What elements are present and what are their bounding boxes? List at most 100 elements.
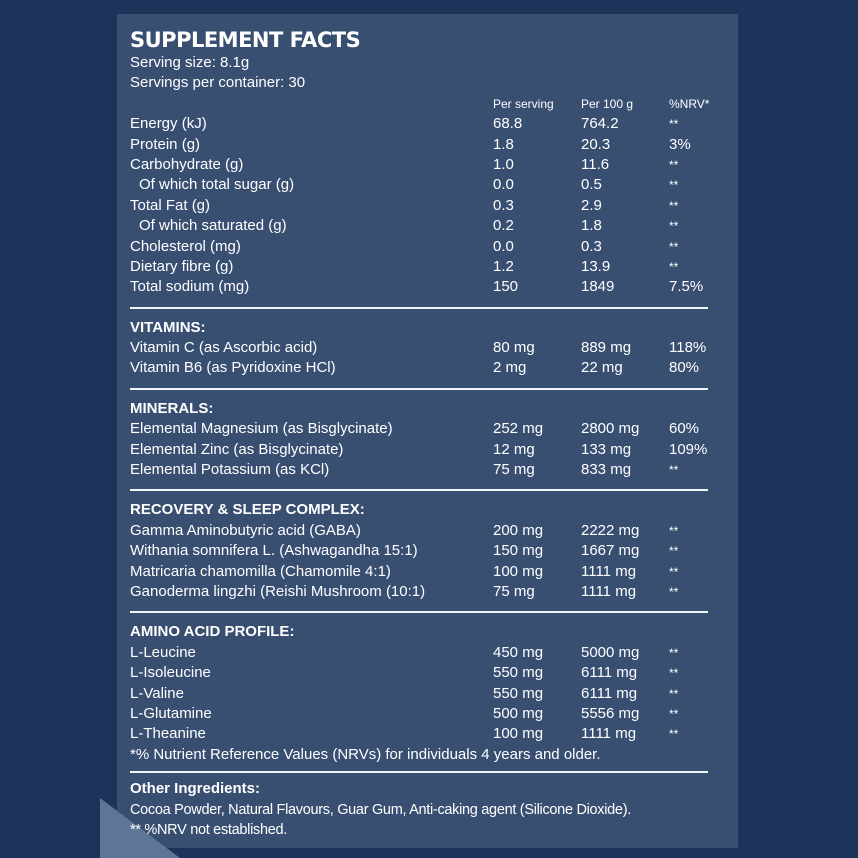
per-100g-value: 0.5 — [581, 176, 602, 194]
ingredient-sections: VITAMINS: Vitamin C (as Ascorbic acid) 80 … — [130, 306, 710, 745]
table-row: Total sodium (mg) 150 1849 7.5% — [130, 277, 710, 297]
per-100g-value: 6111 mg — [581, 664, 638, 682]
divider — [130, 489, 708, 492]
per-100g-value: 6111 mg — [581, 684, 638, 702]
per-100g-value: 1111 mg — [581, 562, 637, 580]
supplement-facts-content: SUPPLEMENT FACTS Serving size: 8.1g Serv… — [130, 28, 710, 840]
table-row: Total Fat (g) 0.3 2.9 ** — [130, 196, 710, 216]
nrv-note: *% Nutrient Reference Values (NRVs) for … — [130, 745, 601, 763]
header-per-100g: Per 100 g — [581, 96, 634, 111]
table-row: Ganoderma lingzhi (Reishi Mushroom (10:1… — [130, 582, 710, 602]
per-100g-value: 1667 mg — [581, 542, 640, 560]
per-serving-value: 1.8 — [493, 135, 514, 153]
nrv-value: ** — [669, 666, 679, 681]
section-heading: VITAMINS: — [130, 318, 206, 336]
nutrient-name: Vitamin B6 (as Pyridoxine HCl) — [130, 359, 336, 377]
nutrient-name: Dietary fibre (g) — [130, 257, 234, 275]
nrv-not-established: ** %NRV not established. — [130, 821, 287, 838]
table-row: Elemental Magnesium (as Bisglycinate) 252… — [130, 419, 710, 439]
nrv-value: ** — [669, 117, 679, 132]
nrv-value: 60% — [669, 420, 700, 438]
nrv-value: ** — [669, 463, 679, 478]
nrv-value: ** — [669, 564, 679, 579]
per-serving-value: 550 mg — [493, 664, 544, 682]
nutrient-name: Total sodium (mg) — [130, 278, 250, 296]
per-serving-value: 68.8 — [493, 115, 523, 133]
table-row: Carbohydrate (g) 1.0 11.6 ** — [130, 155, 710, 175]
table-row: Elemental Zinc (as Bisglycinate) 12 mg 133… — [130, 440, 710, 460]
per-serving-value: 75 mg — [493, 582, 535, 600]
per-100g-value: 764.2 — [581, 115, 619, 133]
nrv-value: ** — [669, 584, 679, 599]
per-serving-value: 450 mg — [493, 643, 544, 661]
table-row: L-Isoleucine 550 mg 6111 mg ** — [130, 663, 710, 683]
per-100g-value: 1111 mg — [581, 725, 637, 743]
header-per-serving: Per serving — [493, 96, 554, 111]
per-serving-value: 200 mg — [493, 521, 544, 539]
nutrient-name: L-Leucine — [130, 643, 196, 661]
table-row: Of which total sugar (g) 0.0 0.5 ** — [130, 175, 710, 195]
per-100g-value: 2800 mg — [581, 420, 640, 438]
table-row: Energy (kJ) 68.8 764.2 ** — [130, 114, 710, 134]
section-heading: AMINO ACID PROFILE: — [130, 623, 295, 641]
nutrient-name: Ganoderma lingzhi (Reishi Mushroom (10:1… — [130, 582, 426, 600]
nrv-value: ** — [669, 178, 679, 193]
table-row: L-Valine 550 mg 6111 mg ** — [130, 684, 710, 704]
per-100g-value: 2.9 — [581, 196, 602, 214]
per-100g-value: 1111 mg — [581, 582, 637, 600]
per-100g-value: 133 mg — [581, 440, 632, 458]
nrv-value: 118% — [669, 339, 707, 357]
table-row: Of which saturated (g) 0.2 1.8 ** — [130, 216, 710, 236]
servings-per-container: Servings per container: 30 — [130, 74, 306, 92]
nrv-value: ** — [669, 706, 679, 721]
per-serving-value: 150 mg — [493, 542, 544, 560]
per-serving-value: 100 mg — [493, 562, 544, 580]
nrv-value: ** — [669, 645, 679, 660]
section-heading: RECOVERY & SLEEP COMPLEX: — [130, 501, 365, 519]
nutrient-name: Cholesterol (mg) — [130, 237, 241, 255]
per-serving-value: 0.3 — [493, 196, 514, 214]
other-ingredients-heading: Other Ingredients: — [130, 780, 261, 798]
per-100g-value: 1849 — [581, 278, 615, 296]
per-100g-value: 5556 mg — [581, 704, 640, 722]
table-row: L-Glutamine 500 mg 5556 mg ** — [130, 704, 710, 724]
per-serving-value: 0.0 — [493, 237, 514, 255]
nutrient-name: L-Isoleucine — [130, 664, 211, 682]
per-serving-value: 150 — [493, 278, 519, 296]
nutrient-name: Elemental Zinc (as Bisglycinate) — [130, 440, 344, 458]
divider — [130, 771, 708, 774]
nutrient-name: Energy (kJ) — [130, 115, 207, 133]
nrv-value: ** — [669, 727, 679, 742]
per-100g-value: 889 mg — [581, 339, 632, 357]
per-100g-value: 20.3 — [581, 135, 611, 153]
per-serving-value: 80 mg — [493, 339, 535, 357]
per-100g-value: 0.3 — [581, 237, 602, 255]
per-100g-value: 1.8 — [581, 217, 602, 235]
nrv-value: 3% — [669, 135, 691, 153]
nutrient-name: Matricaria chamomilla (Chamomile 4:1) — [130, 562, 391, 580]
per-100g-value: 5000 mg — [581, 643, 640, 661]
nrv-value: ** — [669, 219, 679, 234]
table-row: Protein (g) 1.8 20.3 3% — [130, 135, 710, 155]
table-row: Gamma Aminobutyric acid (GABA) 200 mg 2222… — [130, 521, 710, 541]
table-row: Withania somnifera L. (Ashwagandha 15:1)… — [130, 541, 710, 561]
per-serving-value: 100 mg — [493, 725, 544, 743]
table-row: Cholesterol (mg) 0.0 0.3 ** — [130, 237, 710, 257]
nutrient-name: L-Valine — [130, 684, 184, 702]
divider — [130, 611, 708, 614]
divider — [130, 387, 708, 390]
per-serving-value: 252 mg — [493, 420, 544, 438]
nrv-value: ** — [669, 157, 679, 172]
table-row: Vitamin C (as Ascorbic acid) 80 mg 889 mg 1… — [130, 338, 710, 358]
nutrient-name: Vitamin C (as Ascorbic acid) — [130, 339, 318, 357]
nrv-value: 109% — [669, 440, 708, 458]
per-100g-value: 833 mg — [581, 461, 632, 479]
per-serving-value: 1.0 — [493, 155, 514, 173]
table-row: Vitamin B6 (as Pyridoxine HCl) 2 mg 22 mg 8… — [130, 358, 710, 378]
nutrient-name: Withania somnifera L. (Ashwagandha 15:1) — [130, 542, 418, 560]
per-serving-value: 0.2 — [493, 217, 514, 235]
nutrient-name: Elemental Potassium (as KCl) — [130, 461, 330, 479]
table-row: L-Theanine 100 mg 1111 mg ** — [130, 724, 710, 744]
nutrient-name: L-Glutamine — [130, 704, 212, 722]
supplement-facts-panel — [117, 14, 738, 848]
